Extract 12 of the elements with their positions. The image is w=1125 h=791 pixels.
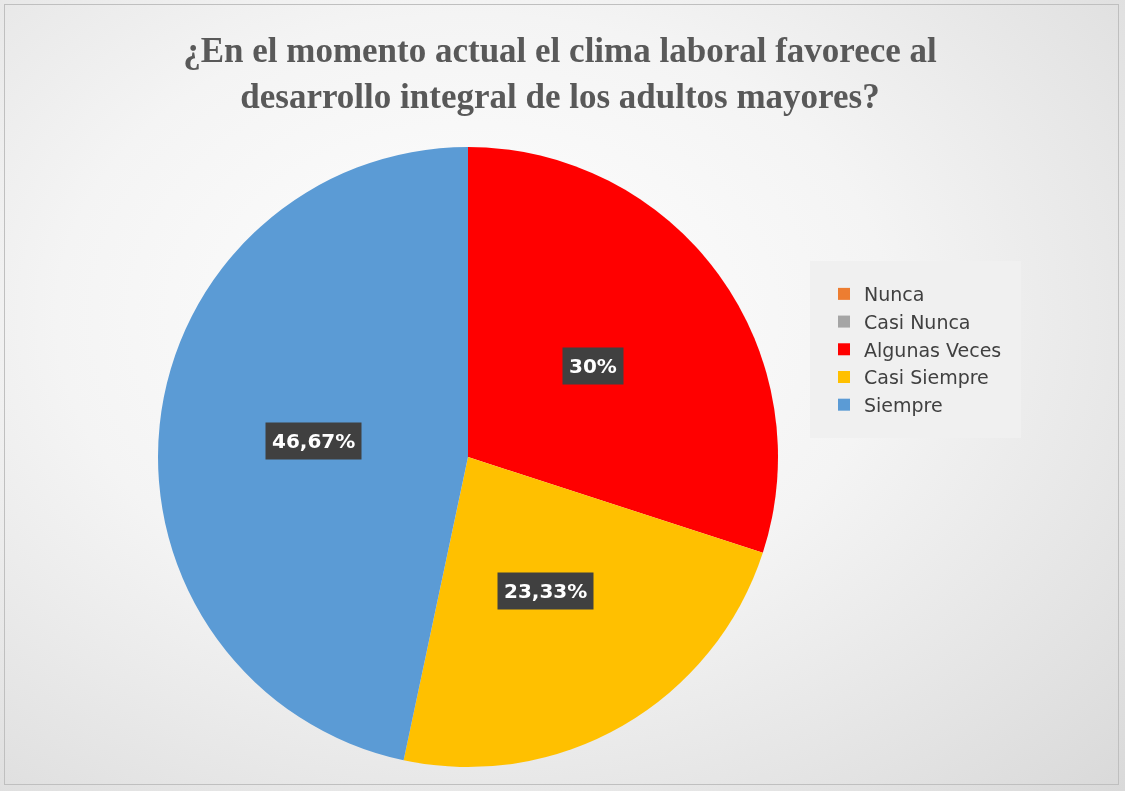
data-label: 46,67% <box>272 429 356 453</box>
legend-label: Casi Siempre <box>864 366 989 389</box>
pie-slice <box>403 457 763 767</box>
pie-slice <box>158 147 468 761</box>
legend-label: Siempre <box>864 394 943 417</box>
legend-label: Casi Nunca <box>864 310 971 333</box>
pie-slice <box>468 147 778 553</box>
chart-title: ¿En el momento actual el clima laboral favorece al desarrollo integral de los adultos mayores? <box>182 30 938 118</box>
data-label: 30% <box>569 354 617 378</box>
data-label: 23,33% <box>504 579 588 603</box>
legend-label: Nunca <box>864 283 925 306</box>
legend-label: Algunas Veces <box>864 338 1002 361</box>
